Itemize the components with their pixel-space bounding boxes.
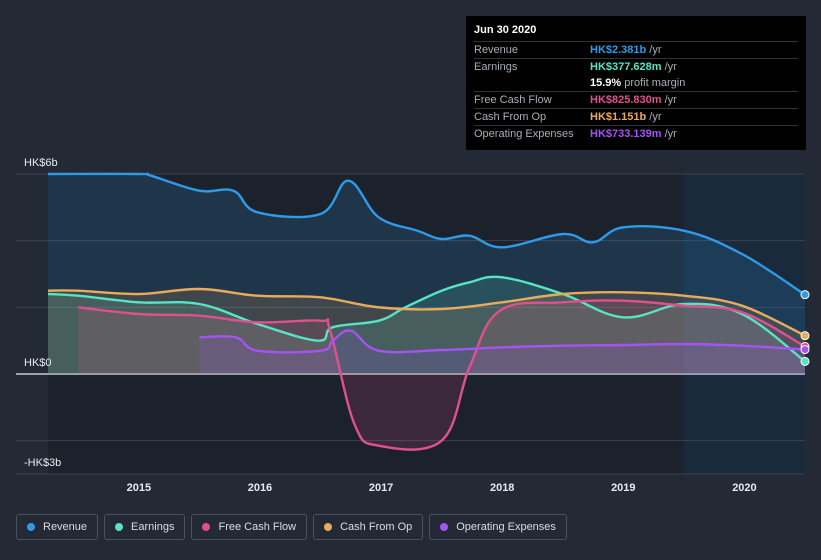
series-area-operating-expenses (199, 330, 805, 374)
tooltip-unit: profit margin (624, 77, 686, 89)
x-tick-label: 2019 (611, 482, 635, 494)
x-tick-label: 2017 (369, 482, 393, 494)
tooltip-value: HK$2.381b (590, 44, 647, 56)
series-line-revenue (47, 172, 806, 296)
x-tick-label: 2018 (490, 482, 514, 494)
tooltip-label: Revenue (474, 44, 519, 56)
legend-dot-icon (440, 523, 449, 531)
tooltip-unit: /yr (664, 94, 677, 106)
y-tick-label: HK$6b (24, 157, 58, 169)
series-line-operating-expenses (199, 329, 806, 354)
series-line-cash-from-op (47, 287, 806, 337)
y-tick-label: -HK$3b (24, 457, 61, 469)
series-end-marker-revenue (800, 290, 810, 300)
tooltip-unit: /yr (649, 111, 662, 123)
x-tick-label: 2015 (127, 482, 151, 494)
tooltip-row: 15.9% profit margin (474, 75, 798, 91)
series-line-free-cash-flow (78, 299, 806, 451)
tooltip-row: Free Cash Flow HK$825.830m/yr (474, 91, 798, 108)
legend-label: Earnings (131, 521, 175, 533)
series-line-earnings (47, 275, 806, 363)
x-tick-label: 2020 (732, 482, 756, 494)
tooltip-value: 15.9% (590, 77, 622, 89)
series-area-cash-from-op (48, 288, 805, 374)
series-end-marker-cash-from-op (800, 331, 810, 341)
chart-area: HK$6b HK$0 -HK$3b 2015 2016 2017 2018 2019 2020 (16, 157, 810, 494)
legend: Revenue Earnings Free Cash Flow Cash From O… (16, 514, 567, 540)
legend-item-cash-from-op[interactable]: Cash From Op (313, 514, 424, 540)
tooltip-value: HK$377.628m (590, 61, 662, 73)
legend-item-free-cash-flow[interactable]: Free Cash Flow (191, 514, 308, 540)
legend-label: Revenue (43, 521, 88, 533)
tooltip-row: Operating Expenses HK$733.139m/yr (474, 125, 798, 142)
series-end-marker-operating-expenses (800, 345, 810, 355)
tooltip-value: HK$733.139m (590, 128, 662, 140)
tooltip-label: Free Cash Flow (474, 94, 552, 106)
legend-item-revenue[interactable]: Revenue (16, 514, 99, 540)
tooltip-unit: /yr (649, 44, 662, 56)
tooltip-label: Cash From Op (474, 111, 547, 123)
tooltip-value: HK$1.151b (590, 111, 647, 123)
series-area-revenue (48, 173, 805, 374)
legend-item-earnings[interactable]: Earnings (104, 514, 186, 540)
series-area-free-cash-flow (78, 300, 806, 450)
legend-dot-icon (202, 523, 211, 531)
legend-label: Free Cash Flow (218, 521, 297, 533)
legend-label: Operating Expenses (456, 521, 556, 533)
series-area-earnings (48, 276, 805, 374)
tooltip-unit: /yr (664, 128, 677, 140)
legend-dot-icon (27, 523, 35, 531)
tooltip-date: Jun 30 2020 (474, 24, 537, 36)
tooltip-row: Cash From Op HK$1.151b/yr (474, 108, 798, 125)
tooltip-value: HK$825.830m (590, 94, 662, 106)
legend-item-operating-expenses[interactable]: Operating Expenses (429, 514, 567, 540)
tooltip-label (474, 75, 590, 91)
tooltip-label: Operating Expenses (474, 128, 574, 140)
tooltip-label: Earnings (474, 61, 518, 73)
x-tick-label: 2016 (248, 482, 272, 494)
legend-dot-icon (115, 523, 124, 531)
tooltip-row: Earnings HK$377.628m/yr (474, 58, 798, 75)
tooltip-unit: /yr (664, 61, 677, 73)
series-end-marker-earnings (800, 356, 810, 366)
tooltip-row: Revenue HK$2.381b/yr (474, 41, 798, 58)
y-tick-label: HK$0 (24, 357, 52, 369)
legend-label: Cash From Op (340, 521, 413, 533)
legend-dot-icon (324, 523, 333, 531)
tooltip-panel: Jun 30 2020 Revenue HK$2.381b/yr Earnings H… (466, 16, 806, 150)
